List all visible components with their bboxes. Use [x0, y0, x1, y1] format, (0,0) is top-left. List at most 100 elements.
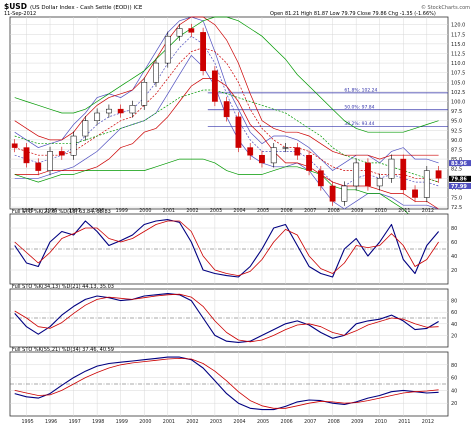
y-tick-label: 20 — [451, 401, 457, 407]
x-tick-label: 2006 — [281, 419, 293, 425]
x-tick-label: 1997 — [69, 208, 81, 214]
x-tick-label: 2003 — [210, 208, 222, 214]
y-tick-label: 95.0 — [451, 119, 462, 125]
candle-body — [423, 170, 430, 198]
candle-body — [188, 28, 195, 33]
candle-body — [117, 108, 124, 114]
candle-body — [282, 147, 289, 149]
x-tick-label: 2010 — [375, 419, 387, 425]
y-tick-label: 82.5 — [451, 167, 462, 173]
y-tick-label: 110.0 — [451, 61, 465, 67]
panel-sto3: 80 60 40 20 Full STO %K(55,21) %D(34) 37.46,… — [9, 347, 457, 417]
candle-body — [341, 185, 348, 202]
x-tick-label: 1998 — [92, 419, 104, 425]
indicator-title: Full STO %K(21,6) %D(13) 63.84, 38.83 — [12, 209, 111, 215]
last-value-box — [449, 175, 471, 182]
x-tick-label: 2005 — [257, 419, 269, 425]
bollinger-middle — [14, 89, 439, 183]
y-tick-label: 102.5 — [451, 90, 465, 96]
x-axis: 1995 1996 1997 1998 1999 2000 2001 2002 2003 2004… — [21, 208, 434, 425]
candle-body — [412, 189, 418, 198]
x-tick-label: 2000 — [139, 419, 151, 425]
candle-body — [153, 62, 159, 83]
y-tick-label: 100.0 — [451, 99, 465, 105]
candle-body — [47, 151, 53, 171]
series-line-k — [14, 293, 439, 343]
x-tick-label: 2011 — [398, 419, 410, 425]
candle-body — [235, 116, 242, 148]
x-tick-label: 2005 — [257, 208, 269, 214]
candle-body — [11, 143, 18, 148]
y-tick-label: 60 — [451, 240, 457, 246]
series-line-d — [14, 293, 439, 343]
x-tick-label: 1998 — [92, 208, 104, 214]
candle-body — [176, 28, 183, 37]
x-tick-label: 1996 — [45, 419, 57, 425]
candle-body — [329, 185, 336, 202]
last-value-label: 77.99 — [451, 184, 467, 190]
x-tick-label: 2012 — [422, 419, 434, 425]
x-tick-label: 2011 — [398, 208, 410, 214]
y-tick-label: 20 — [451, 333, 457, 339]
series-line-d — [14, 357, 439, 409]
symbol-label: $USD — [4, 2, 27, 11]
y-tick-label: 80 — [451, 363, 457, 369]
candle-body — [200, 32, 206, 72]
candle-body — [365, 162, 371, 187]
y-tick-label: 40 — [451, 322, 457, 328]
last-value-box — [449, 160, 471, 167]
y-tick-label: 97.5 — [451, 109, 462, 115]
candle-body — [129, 105, 136, 114]
instrument-name: (US Dollar Index - Cash Settle (EOD)) IC… — [30, 5, 143, 11]
candle-body — [388, 158, 395, 179]
x-tick-label: 1995 — [21, 208, 33, 214]
x-tick-label: 2009 — [351, 208, 363, 214]
panel-price: 120.0 117.5 115.0 112.5 110.0 107.5 105.0 102.5… — [9, 16, 471, 244]
y-tick-label: 40 — [451, 388, 457, 394]
x-tick-label: 1997 — [69, 419, 81, 425]
x-tick-label: 2008 — [328, 419, 340, 425]
series-line-d — [14, 220, 439, 277]
x-tick-label: 1995 — [21, 419, 33, 425]
ohlc-readout: Open 81.21 High 81.87 Low 79.79 Close 79… — [270, 11, 436, 17]
y-tick-label: 120.0 — [451, 23, 465, 29]
candle-body — [106, 108, 112, 114]
candle-body — [94, 112, 101, 121]
candle-body — [70, 135, 77, 156]
y-tick-label: 115.0 — [451, 42, 465, 48]
x-tick-label: 2009 — [351, 419, 363, 425]
y-tick-label: 60 — [451, 376, 457, 382]
x-tick-label: 2004 — [233, 419, 245, 425]
candle-body — [223, 101, 230, 118]
x-tick-label: 2006 — [281, 208, 293, 214]
x-tick-label: 2002 — [186, 208, 198, 214]
candle-body — [317, 170, 324, 187]
x-tick-label: 2000 — [139, 208, 151, 214]
candle-body — [353, 162, 360, 187]
x-tick-label: 2010 — [375, 208, 387, 214]
x-tick-label: 2004 — [233, 208, 245, 214]
fib-level-label: 50.0%: 97.84 — [344, 104, 374, 110]
y-tick-label: 105.0 — [451, 80, 465, 86]
panel-sto2: 80 60 40 20 Full STO %K(34,13) %D(21) 44.13,… — [9, 284, 457, 348]
y-tick-label: 60 — [451, 310, 457, 316]
candle-body — [306, 154, 312, 171]
series-line-k — [14, 219, 440, 278]
chart-panels: 120.0 117.5 115.0 112.5 110.0 107.5 105.0 102.5… — [9, 16, 471, 417]
panel-sto1: 80 60 40 20 Full STO %K(21,6) %D(13) 63.84, … — [9, 209, 457, 285]
y-tick-label: 92.5 — [451, 128, 462, 134]
x-tick-label: 2008 — [328, 208, 340, 214]
x-tick-label: 1999 — [116, 208, 128, 214]
indicator-title: Full STO %K(34,13) %D(21) 44.13, 35.03 — [12, 284, 114, 290]
y-tick-label: 107.5 — [451, 71, 465, 77]
candle-body — [211, 70, 218, 102]
x-tick-label: 2002 — [186, 419, 198, 425]
x-tick-label: 2003 — [210, 419, 222, 425]
x-tick-label: 2001 — [163, 419, 175, 425]
candle-body — [82, 120, 89, 137]
y-tick-label: 40 — [451, 254, 457, 260]
x-tick-label: 2012 — [422, 208, 434, 214]
watermark: © StockCharts.com — [421, 4, 470, 11]
x-tick-label: 2001 — [163, 208, 175, 214]
